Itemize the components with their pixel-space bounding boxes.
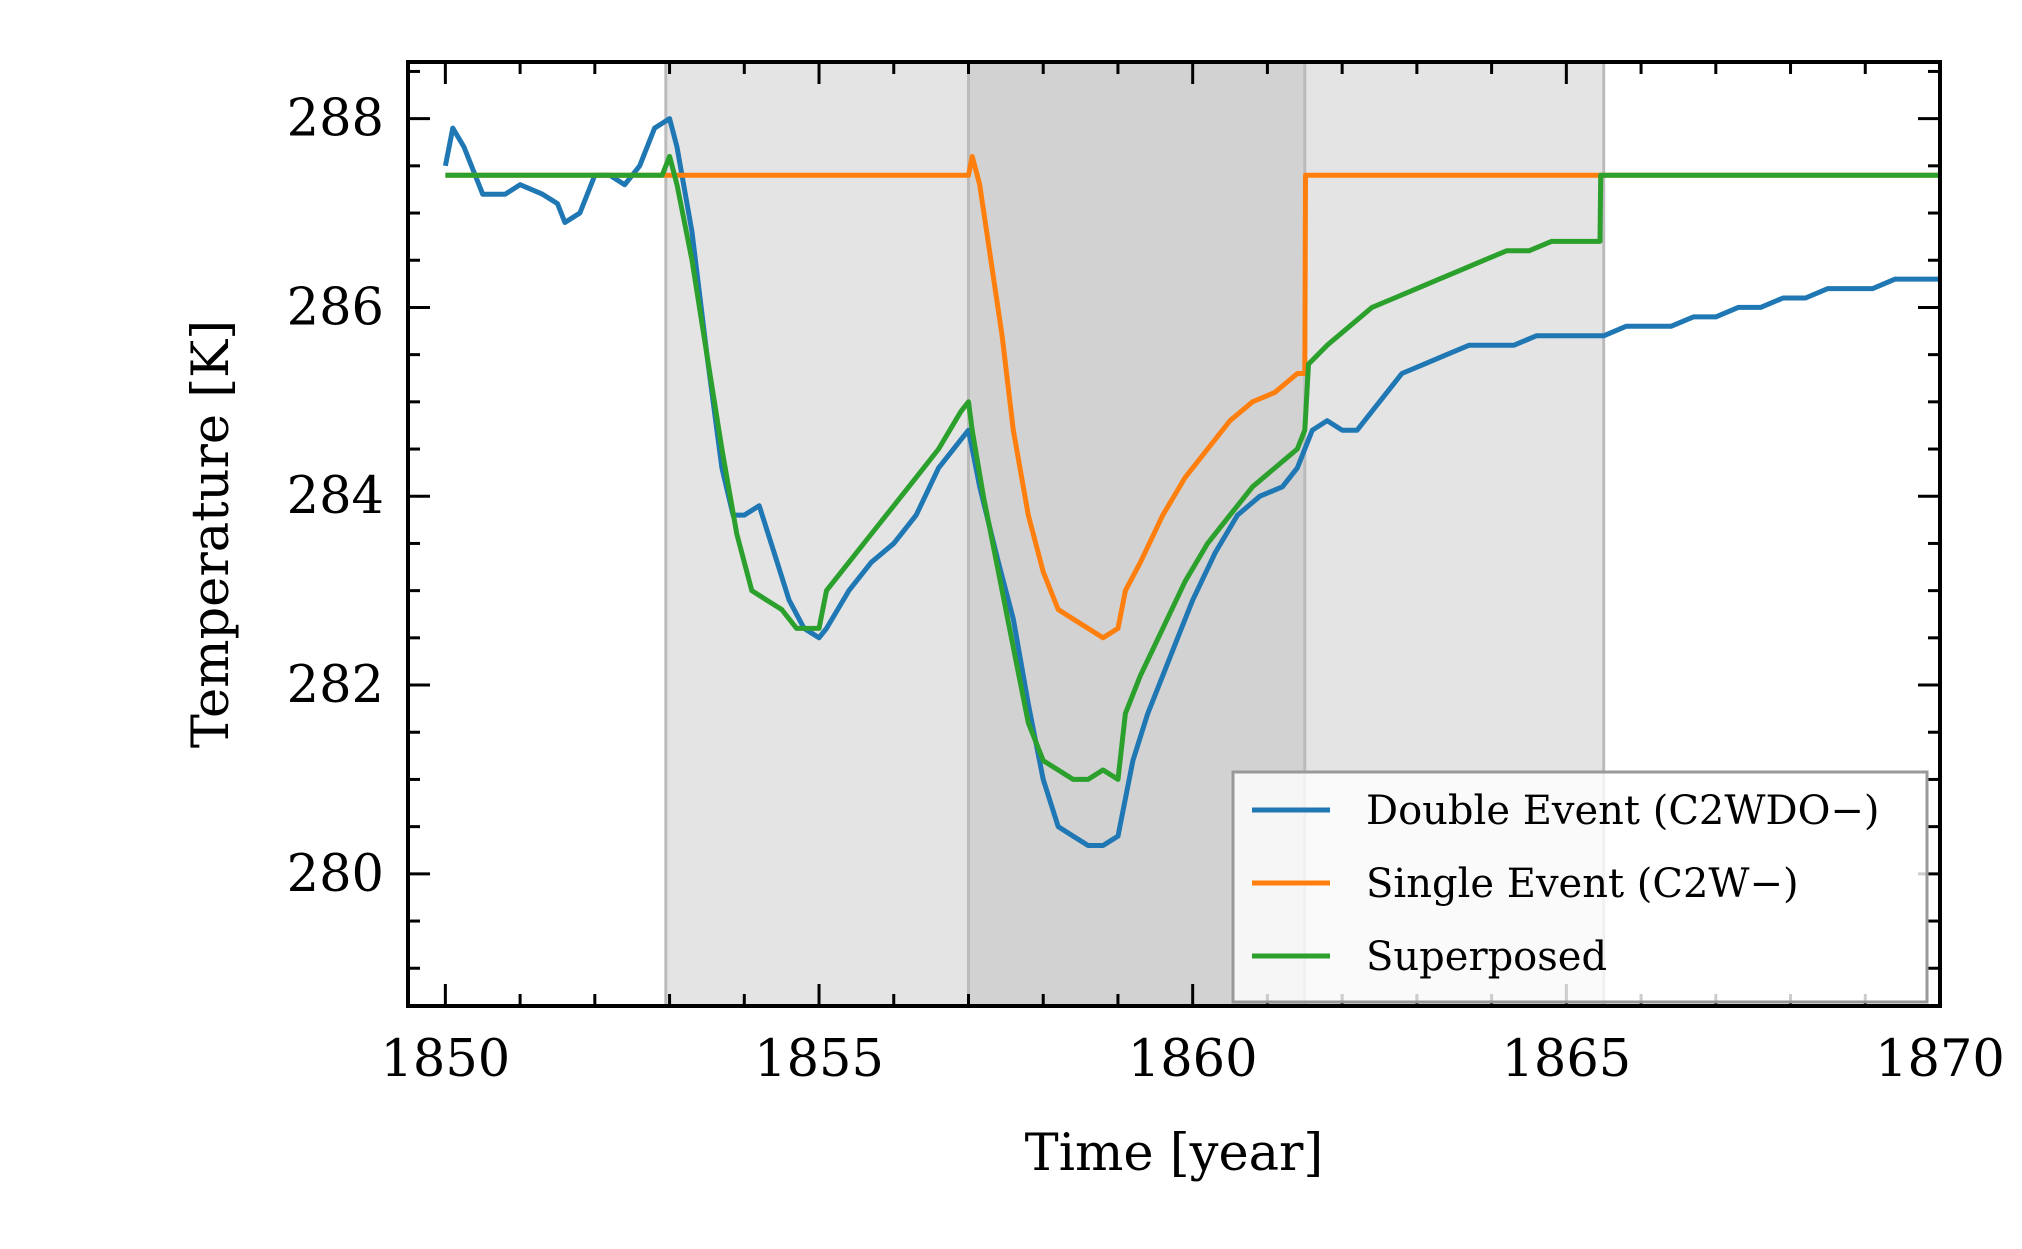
y-tick-label: 288	[287, 90, 384, 149]
legend-label-single-event: Single Event (C2W−)	[1366, 861, 1799, 907]
y-tick-label: 284	[287, 467, 384, 526]
y-tick-label: 282	[287, 656, 384, 715]
shaded-region-1	[665, 62, 969, 1006]
legend-label-superposed: Superposed	[1366, 934, 1607, 980]
y-tick-labels: 280 282 284 286 288	[287, 90, 384, 904]
x-tick-label: 1870	[1875, 1030, 2005, 1089]
y-tick-label: 286	[287, 278, 384, 337]
x-tick-labels: 1850 1855 1860 1865 1870	[380, 1030, 2004, 1089]
y-tick-label: 280	[287, 845, 384, 904]
x-tick-label: 1855	[754, 1030, 884, 1089]
x-tick-label: 1860	[1128, 1030, 1258, 1089]
series-lines	[442, 116, 1940, 848]
legend: Double Event (C2WDO−) Single Event (C2W−…	[1231, 770, 1929, 1004]
y-axis-title: Temperature [K]	[182, 320, 241, 748]
series-line-3	[445, 153, 1940, 782]
legend-label-double-event: Double Event (C2WDO−)	[1366, 788, 1879, 834]
series-line-1	[442, 116, 1940, 848]
series-line-2	[445, 153, 1940, 641]
x-tick-label: 1865	[1501, 1030, 1631, 1089]
legend-box	[1231, 770, 1929, 1004]
x-tick-label: 1850	[380, 1030, 510, 1089]
shaded-regions	[664, 62, 1606, 1006]
plot-frame	[406, 60, 1942, 1008]
x-axis-title: Time [year]	[1025, 1124, 1324, 1183]
axis-ticks	[408, 62, 1942, 1006]
